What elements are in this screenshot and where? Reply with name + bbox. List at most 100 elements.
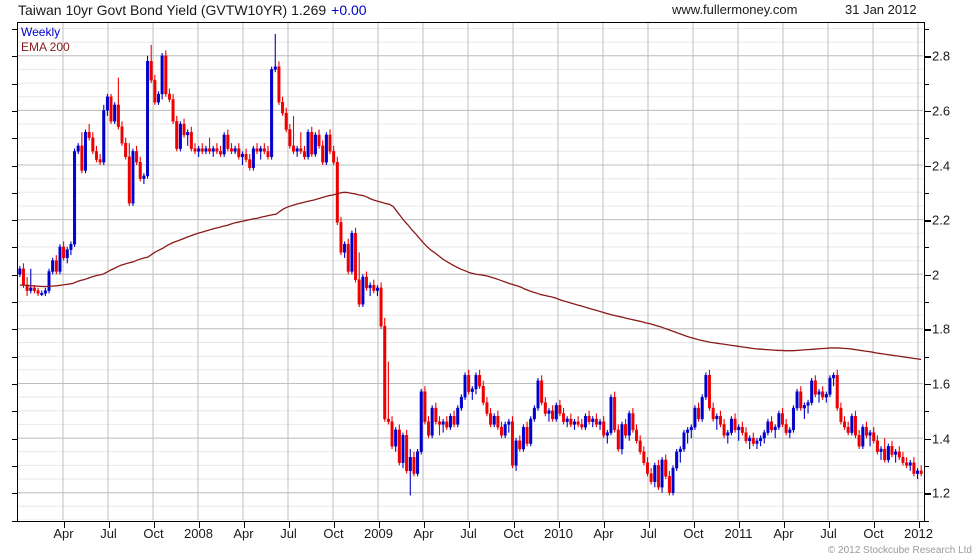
page-title: Taiwan 10yr Govt Bond Yield (GVTW10YR) 1… xyxy=(18,2,367,18)
x-axis-tick-mark xyxy=(108,522,110,528)
x-axis-tick-mark xyxy=(603,522,605,528)
y-axis-minor-tick-left xyxy=(12,520,17,522)
y-axis-minor-tick-left xyxy=(12,56,17,58)
x-axis-tick-mark xyxy=(63,522,65,528)
x-axis-tick-mark xyxy=(693,522,695,528)
y-axis-minor-tick-left xyxy=(12,383,17,385)
y-axis-minor-tick-left xyxy=(12,192,17,194)
y-axis-minor-tick xyxy=(925,220,929,222)
y-axis-tick-label: 2 xyxy=(932,267,940,283)
y-axis-minor-tick-left xyxy=(12,465,17,467)
x-axis-tick-mark xyxy=(873,522,875,528)
y-axis-tick-label: 1.6 xyxy=(932,376,951,392)
y-axis-minor-tick xyxy=(925,411,929,413)
y-axis-minor-tick xyxy=(925,438,929,440)
x-axis-tick-mark xyxy=(423,522,425,528)
x-axis-tick-label: Jul xyxy=(280,526,297,541)
y-axis-minor-tick-left xyxy=(12,247,17,249)
x-axis-tick-mark xyxy=(558,522,560,528)
y-axis-tick-label: 1.4 xyxy=(932,431,951,447)
x-axis-tick-label: Oct xyxy=(503,526,524,541)
x-axis-tick-label: 2012 xyxy=(904,526,933,541)
y-axis-minor-tick-left xyxy=(12,438,17,440)
plot-inner xyxy=(18,23,924,521)
x-axis-tick-mark xyxy=(828,522,830,528)
y-axis-minor-tick xyxy=(925,329,929,331)
y-axis-minor-tick xyxy=(925,493,929,495)
y-axis-minor-tick xyxy=(925,110,929,112)
x-axis-tick-label: Oct xyxy=(143,526,164,541)
x-axis-tick-mark xyxy=(288,522,290,528)
x-axis-tick-label: Apr xyxy=(233,526,254,541)
y-axis-minor-tick xyxy=(925,83,929,85)
x-axis-tick-mark xyxy=(468,522,470,528)
y-axis-tick-label: 1.8 xyxy=(932,321,951,337)
instrument-title: Taiwan 10yr Govt Bond Yield (GVTW10YR) 1… xyxy=(18,2,327,18)
y-axis-minor-tick-left xyxy=(12,274,17,276)
x-axis-tick-label: 2009 xyxy=(364,526,393,541)
y-axis-tick-label: 2.8 xyxy=(932,48,951,64)
y-axis-minor-tick xyxy=(925,356,929,358)
y-axis-minor-tick xyxy=(925,138,929,140)
x-axis-tick-label: Oct xyxy=(683,526,704,541)
x-axis-tick-label: 2011 xyxy=(724,526,753,541)
y-axis-minor-tick-left xyxy=(12,356,17,358)
y-axis-minor-tick-left xyxy=(12,329,17,331)
x-axis-tick-mark xyxy=(738,522,740,528)
x-axis-tick-mark xyxy=(198,522,200,528)
x-axis-tick-label: Jul xyxy=(100,526,117,541)
x-axis-tick-mark xyxy=(243,522,245,528)
x-axis-tick-label: 2010 xyxy=(544,526,573,541)
y-axis-minor-tick xyxy=(925,247,929,249)
x-axis-tick-label: Jul xyxy=(460,526,477,541)
grid-layer xyxy=(18,23,923,520)
y-axis-minor-tick-left xyxy=(12,302,17,304)
x-axis-tick-label: Apr xyxy=(773,526,794,541)
y-axis-tick-label: 2.4 xyxy=(932,158,951,173)
x-axis-tick-label: Apr xyxy=(413,526,434,541)
y-axis-tick-label: 1.2 xyxy=(932,485,951,501)
x-axis-tick-mark xyxy=(153,522,155,528)
y-axis-minor-tick xyxy=(925,383,929,385)
y-axis-minor-tick-left xyxy=(12,83,17,85)
y-axis-minor-tick xyxy=(925,165,929,167)
chart-header: Taiwan 10yr Govt Bond Yield (GVTW10YR) 1… xyxy=(0,0,980,22)
x-axis-tick-label: Jul xyxy=(640,526,657,541)
ema-overlay-layer xyxy=(19,191,922,361)
y-axis-minor-tick-left xyxy=(12,411,17,413)
y-axis-minor-tick-left xyxy=(12,110,17,112)
y-axis-minor-tick-left xyxy=(12,493,17,495)
x-axis-tick-mark xyxy=(513,522,515,528)
x-axis-tick-label: Apr xyxy=(53,526,74,541)
x-axis-tick-label: Oct xyxy=(863,526,884,541)
x-axis-tick-mark xyxy=(333,522,335,528)
y-axis-minor-tick xyxy=(925,520,929,522)
x-axis-tick-label: Oct xyxy=(323,526,344,541)
y-axis-minor-tick xyxy=(925,274,929,276)
y-axis-minor-tick xyxy=(925,192,929,194)
x-axis-tick-mark xyxy=(918,522,920,528)
x-axis-tick-mark xyxy=(783,522,785,528)
y-axis-minor-tick xyxy=(925,302,929,304)
x-axis-tick-mark xyxy=(378,522,380,528)
x-axis-tick-mark xyxy=(648,522,650,528)
y-axis-tick-label: 2.6 xyxy=(932,103,951,119)
y-axis-minor-tick-left xyxy=(12,165,17,167)
plot-area[interactable] xyxy=(17,22,925,522)
x-axis-tick-label: Apr xyxy=(593,526,614,541)
price-change: +0.00 xyxy=(331,2,367,18)
candlestick-series-layer xyxy=(18,33,923,496)
y-axis-tick-label: 2.2 xyxy=(932,212,951,228)
y-axis-minor-tick-left xyxy=(12,138,17,140)
y-axis-minor-tick xyxy=(925,56,929,58)
x-axis-tick-label: Jul xyxy=(820,526,837,541)
copyright-notice: © 2012 Stockcube Research Ltd xyxy=(827,545,972,556)
x-axis-tick-label: 2008 xyxy=(184,526,213,541)
y-axis-minor-tick-left xyxy=(12,220,17,222)
source-website[interactable]: www.fullermoney.com xyxy=(672,2,798,17)
y-axis-minor-tick xyxy=(925,465,929,467)
chart-date: 31 Jan 2012 xyxy=(845,2,917,17)
y-axis-minor-tick-left xyxy=(12,28,17,30)
y-axis-minor-tick xyxy=(925,28,929,30)
